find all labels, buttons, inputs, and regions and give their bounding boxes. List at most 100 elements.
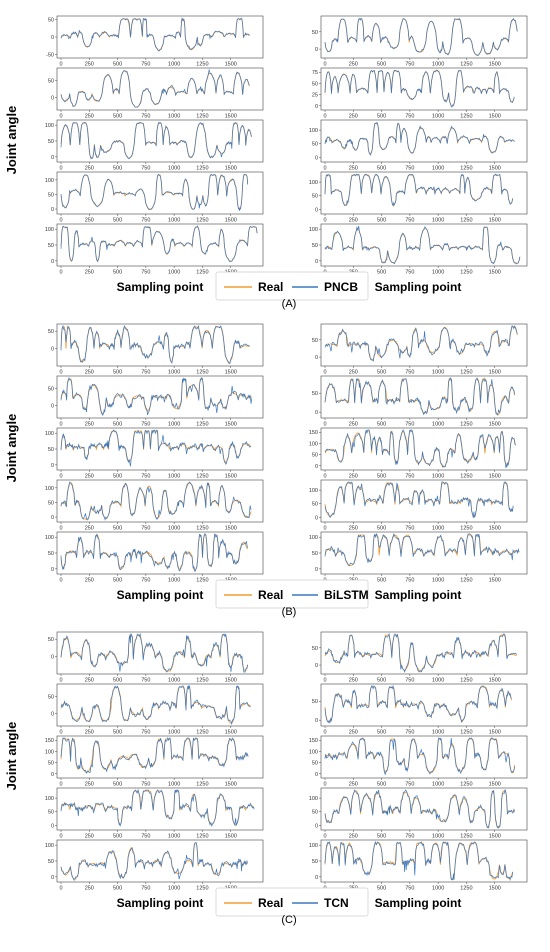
x-tick-label: 1000 <box>168 62 180 68</box>
x-tick-label: 750 <box>141 62 150 68</box>
x-tick-label: 1000 <box>168 578 180 584</box>
x-tick-label: 750 <box>405 678 414 684</box>
x-tick-label: 1000 <box>168 526 180 532</box>
x-tick-label: 500 <box>113 166 122 172</box>
x-tick-label: 250 <box>349 370 358 376</box>
x-tick-label: 1500 <box>225 114 237 120</box>
x-tick-label: 0 <box>323 834 326 840</box>
x-tick-label: 500 <box>113 218 122 224</box>
x-tick-label: 500 <box>113 834 122 840</box>
x-tick-label: 1500 <box>489 526 501 532</box>
x-tick-label: 250 <box>85 114 94 120</box>
x-tick-label: 1000 <box>432 526 444 532</box>
x-tick-label: 1000 <box>168 886 180 892</box>
x-tick-label: 0 <box>323 474 326 480</box>
y-tick-label: 0 <box>51 567 54 573</box>
y-tick-label: 0 <box>315 47 318 53</box>
y-tick-label: 50 <box>48 694 54 700</box>
y-axis-label: Joint angle <box>4 106 19 175</box>
x-tick-label: 250 <box>349 166 358 172</box>
x-tick-label: 0 <box>323 62 326 68</box>
x-tick-label: 500 <box>377 370 386 376</box>
y-tick-label: 50 <box>312 699 318 705</box>
y-tick-label: 0 <box>315 875 318 881</box>
plot-frame <box>56 171 264 215</box>
x-tick-label: 1250 <box>196 730 208 736</box>
x-tick-label: 500 <box>113 526 122 532</box>
x-tick-label: 1500 <box>489 218 501 224</box>
y-tick-label: 0 <box>315 567 318 573</box>
y-tick-label: 0 <box>315 104 318 110</box>
x-tick-label: 250 <box>349 730 358 736</box>
x-tick-label: 750 <box>141 886 150 892</box>
y-tick-label: 50 <box>48 78 54 84</box>
panel-label: (A) <box>282 298 297 310</box>
x-tick-label: 250 <box>85 422 94 428</box>
x-tick-label: 1500 <box>489 782 501 788</box>
series-line-tcn <box>60 788 255 828</box>
x-tick-label: 750 <box>405 782 414 788</box>
y-tick-label: 100 <box>309 749 318 755</box>
x-tick-label: 750 <box>141 578 150 584</box>
series-line-pncb <box>324 173 514 207</box>
y-tick-label: 0 <box>51 207 54 213</box>
x-tick-label: 1000 <box>432 270 444 276</box>
x-tick-label: 250 <box>85 62 94 68</box>
x-tick-label: 500 <box>113 678 122 684</box>
x-tick-label: 0 <box>323 370 326 376</box>
x-tick-label: 0 <box>323 730 326 736</box>
y-tick-label: 0 <box>51 654 54 660</box>
series-line-tcn <box>324 737 516 776</box>
series-line-pncb <box>60 121 252 160</box>
x-tick-label: 1250 <box>196 834 208 840</box>
x-tick-label: 0 <box>323 526 326 532</box>
x-tick-label: 500 <box>113 886 122 892</box>
x-tick-label: 1250 <box>460 474 472 480</box>
x-tick-label: 750 <box>141 422 150 428</box>
x-tick-label: 750 <box>405 422 414 428</box>
x-tick-label: 250 <box>349 678 358 684</box>
x-tick-label: 750 <box>405 578 414 584</box>
legend-label-real: Real <box>258 588 283 602</box>
y-tick-label: 0 <box>51 712 54 718</box>
series-line-bilstm <box>60 376 253 417</box>
x-tick-label: 1000 <box>432 782 444 788</box>
y-tick-label: 100 <box>45 227 54 233</box>
x-tick-label: 1250 <box>460 886 472 892</box>
x-tick-label: 500 <box>377 166 386 172</box>
x-tick-label: 500 <box>377 886 386 892</box>
x-tick-label: 1250 <box>460 422 472 428</box>
x-tick-label: 1000 <box>432 62 444 68</box>
y-tick-label: 100 <box>309 535 318 541</box>
x-tick-label: 250 <box>349 474 358 480</box>
x-tick-label: 1250 <box>196 166 208 172</box>
x-tick-label: 0 <box>59 370 62 376</box>
series-line-bilstm <box>60 324 250 364</box>
y-tick-label: 100 <box>309 488 318 494</box>
y-tick-label: 50 <box>312 646 318 652</box>
y-tick-label: 100 <box>45 178 54 184</box>
y-tick-label: 50 <box>48 243 54 249</box>
x-tick-label: 1500 <box>225 422 237 428</box>
x-tick-label: 1500 <box>489 578 501 584</box>
x-tick-label: 1000 <box>432 678 444 684</box>
x-tick-label: 1000 <box>168 270 180 276</box>
y-tick-label: 50 <box>48 386 54 392</box>
series-line-pncb <box>324 225 521 265</box>
x-tick-label: 750 <box>405 270 414 276</box>
x-tick-label: 1500 <box>225 62 237 68</box>
y-tick-label: 25 <box>312 93 318 99</box>
y-tick-label: 150 <box>45 738 54 744</box>
